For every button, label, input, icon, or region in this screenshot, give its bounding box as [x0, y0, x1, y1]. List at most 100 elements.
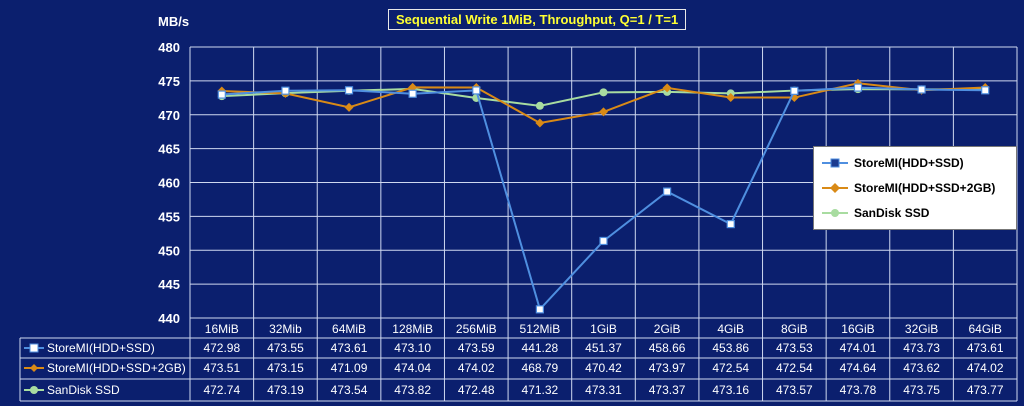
y-tick-label-455: 455	[158, 209, 180, 224]
table-value: 473.73	[903, 341, 940, 355]
data-point	[472, 86, 481, 95]
data-point	[599, 107, 608, 117]
table-value: 473.75	[903, 383, 940, 397]
legend: StoreMI(HDD+SSD) StoreMI(HDD+SSD+2GB) Sa…	[813, 146, 1017, 230]
y-tick-label-465: 465	[158, 142, 180, 157]
table-series-label: StoreMI(HDD+SSD)	[47, 341, 155, 355]
data-point	[599, 236, 608, 246]
table-value: 471.09	[331, 361, 368, 375]
y-tick-label-445: 445	[158, 277, 180, 292]
legend-item-storemi-2gb: StoreMI(HDD+SSD+2GB)	[820, 178, 995, 198]
chart-title: Sequential Write 1MiB, Throughput, Q=1 /…	[388, 9, 687, 30]
table-value: 472.54	[712, 361, 749, 375]
data-point	[344, 102, 354, 112]
table-value: 468.79	[522, 361, 559, 375]
table-value: 471.32	[522, 383, 559, 397]
y-tick-labels: 440 445 450 455 460 465 470 475 480	[158, 40, 180, 326]
legend-label-sandisk: SanDisk SSD	[854, 206, 930, 220]
table-value: 473.78	[840, 383, 877, 397]
table-value: 474.02	[458, 361, 495, 375]
table-value: 472.54	[776, 361, 813, 375]
data-point	[790, 86, 799, 95]
table-value: 473.54	[331, 383, 368, 397]
data-point	[535, 118, 545, 128]
data-point	[663, 187, 672, 196]
table-value: 473.19	[267, 383, 304, 397]
table-series-label: StoreMI(HDD+SSD+2GB)	[47, 361, 186, 375]
table-value: 473.59	[458, 341, 495, 355]
table-key-marker	[29, 343, 39, 353]
table-value: 441.28	[522, 341, 559, 355]
table-value: 473.10	[394, 341, 431, 355]
category-label: 128MiB	[392, 322, 433, 336]
category-label: 64MiB	[332, 322, 366, 336]
data-point	[408, 89, 417, 98]
legend-label-storemi-2gb: StoreMI(HDD+SSD+2GB)	[854, 181, 996, 195]
data-point	[281, 86, 290, 95]
y-tick-label-480: 480	[158, 40, 180, 55]
table-key-marker	[30, 386, 38, 394]
table-value: 473.53	[776, 341, 813, 355]
category-label: 4GiB	[717, 322, 744, 336]
data-point	[726, 219, 735, 229]
category-label: 16MiB	[205, 322, 239, 336]
category-label: 512MiB	[520, 322, 561, 336]
table-value: 474.04	[394, 361, 431, 375]
table-value: 473.31	[585, 383, 622, 397]
category-label: 8GiB	[781, 322, 808, 336]
y-tick-label-450: 450	[158, 243, 180, 258]
legend-marker-storemi	[822, 158, 848, 168]
y-axis-label: MB/s	[158, 14, 190, 29]
data-point	[408, 82, 418, 92]
category-label: 1GiB	[590, 322, 617, 336]
data-table: 16MiB 32Mib 64MiB 128MiB 256MiB 512MiB 1GiB 2Gi…	[19, 322, 1017, 402]
legend-item-storemi: StoreMI(HDD+SSD)	[820, 153, 964, 173]
category-label: 32Mib	[269, 322, 302, 336]
table-value: 473.55	[267, 341, 304, 355]
table-value: 473.97	[649, 361, 686, 375]
table-value: 474.64	[840, 361, 877, 375]
y-tick-label-440: 440	[158, 311, 180, 326]
data-point	[535, 101, 544, 110]
data-point	[344, 86, 354, 95]
legend-marker-storemi-2gb	[822, 183, 848, 193]
table-value: 473.61	[967, 341, 1004, 355]
category-label: 2GiB	[654, 322, 681, 336]
category-label: 64GiB	[969, 322, 1002, 336]
category-label: 32GiB	[905, 322, 938, 336]
category-label: 16GiB	[841, 322, 874, 336]
table-value: 470.42	[585, 361, 622, 375]
table-value: 472.74	[203, 383, 240, 397]
table-value: 473.57	[776, 383, 813, 397]
table-value: 474.02	[967, 361, 1004, 375]
table-value: 473.82	[394, 383, 431, 397]
table-value: 453.86	[712, 341, 749, 355]
table-value: 473.16	[712, 383, 749, 397]
table-value: 458.66	[649, 341, 686, 355]
table-value: 472.48	[458, 383, 495, 397]
table-value: 473.37	[649, 383, 686, 397]
table-key-marker	[30, 364, 38, 372]
table-value: 473.15	[267, 361, 304, 375]
legend-label-storemi: StoreMI(HDD+SSD)	[854, 156, 964, 170]
y-tick-label-460: 460	[158, 176, 180, 191]
data-point	[981, 86, 990, 95]
data-point	[726, 93, 736, 103]
table-value: 473.61	[331, 341, 368, 355]
series-lines	[217, 78, 990, 314]
y-tick-label-475: 475	[158, 74, 180, 89]
data-point	[853, 83, 863, 92]
table-series-label: SanDisk SSD	[47, 383, 120, 397]
table-value: 473.77	[967, 383, 1004, 397]
data-point	[917, 85, 926, 94]
y-tick-label-470: 470	[158, 108, 180, 123]
data-point	[599, 88, 608, 97]
data-point	[662, 83, 672, 93]
data-point	[217, 90, 226, 99]
table-value: 451.37	[585, 341, 622, 355]
table-value: 473.51	[203, 361, 240, 375]
data-point	[535, 305, 544, 314]
table-value: 474.01	[840, 341, 877, 355]
legend-item-sandisk: SanDisk SSD	[820, 203, 929, 223]
table-value: 473.62	[903, 361, 940, 375]
